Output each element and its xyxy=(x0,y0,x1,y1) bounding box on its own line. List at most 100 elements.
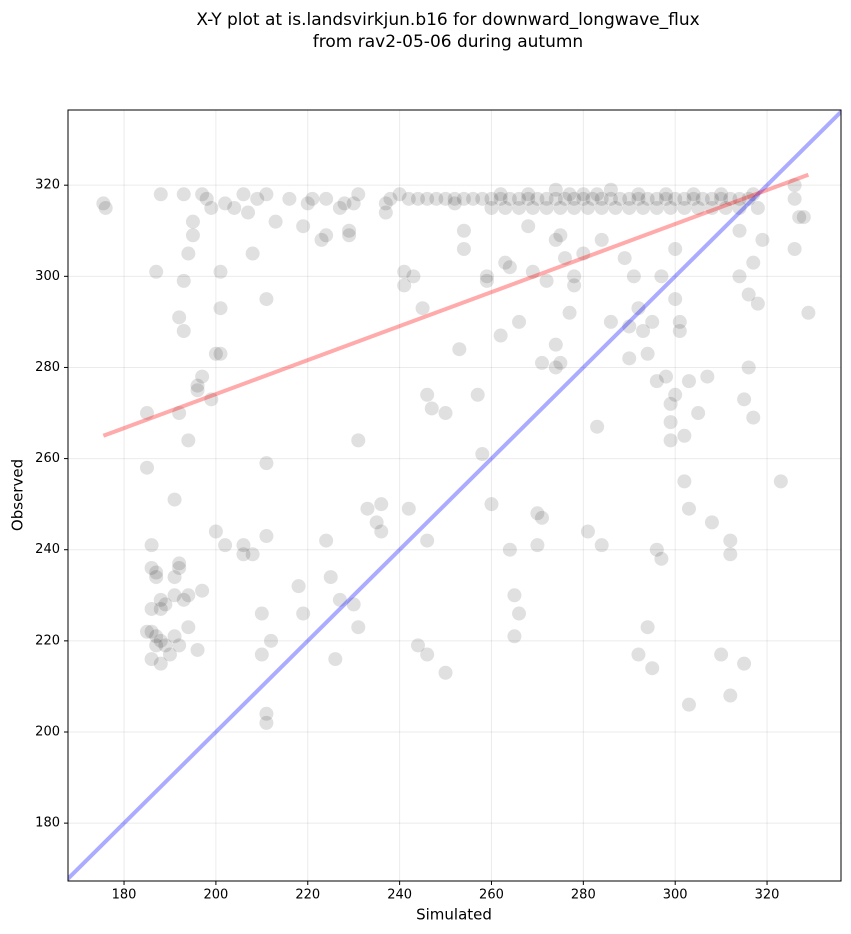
point xyxy=(741,191,756,206)
point xyxy=(259,706,274,721)
y-tick-label: 260 xyxy=(35,451,60,466)
point xyxy=(521,187,536,202)
point xyxy=(149,565,164,580)
point xyxy=(512,606,527,621)
point xyxy=(172,560,187,575)
point xyxy=(525,200,540,215)
x-axis-label: Simulated xyxy=(416,906,492,924)
point xyxy=(732,191,747,206)
point xyxy=(259,292,274,307)
point xyxy=(557,191,572,206)
point xyxy=(534,510,549,525)
point xyxy=(603,182,618,197)
point xyxy=(567,200,582,215)
point xyxy=(245,246,260,261)
point xyxy=(663,200,678,215)
point xyxy=(167,629,182,644)
point xyxy=(291,579,306,594)
point xyxy=(668,241,683,256)
point xyxy=(691,200,706,215)
point xyxy=(681,697,696,712)
point xyxy=(484,200,499,215)
x-tick-label: 180 xyxy=(112,888,137,903)
point xyxy=(773,474,788,489)
point xyxy=(681,501,696,516)
point xyxy=(153,633,168,648)
point xyxy=(502,191,517,206)
point xyxy=(153,187,168,202)
y-tick-label: 180 xyxy=(35,816,60,831)
point xyxy=(259,529,274,544)
point xyxy=(741,360,756,375)
point xyxy=(787,241,802,256)
point xyxy=(410,638,425,653)
point xyxy=(512,191,527,206)
point xyxy=(397,264,412,279)
point xyxy=(213,346,228,361)
point xyxy=(617,251,632,266)
point xyxy=(704,515,719,530)
point xyxy=(622,191,637,206)
point xyxy=(741,287,756,302)
point xyxy=(714,191,729,206)
point xyxy=(484,497,499,512)
point xyxy=(562,187,577,202)
point xyxy=(392,187,407,202)
y-axis-label: Observed xyxy=(9,459,27,531)
point xyxy=(700,369,715,384)
point xyxy=(553,228,568,243)
point xyxy=(714,187,729,202)
point xyxy=(668,387,683,402)
point xyxy=(742,0,756,7)
point xyxy=(695,191,710,206)
point xyxy=(319,191,334,206)
point xyxy=(176,273,191,288)
chart-title: from rav2-05-06 during autumn xyxy=(313,32,583,52)
y-tick-label: 300 xyxy=(35,269,60,284)
point xyxy=(254,647,269,662)
point xyxy=(590,419,605,434)
point xyxy=(801,305,816,320)
point xyxy=(755,232,770,247)
point xyxy=(714,647,729,662)
point xyxy=(732,200,747,215)
point xyxy=(737,392,752,407)
point xyxy=(493,328,508,343)
point xyxy=(723,191,738,206)
point xyxy=(181,620,196,635)
point xyxy=(410,191,425,206)
point xyxy=(603,191,618,206)
point xyxy=(530,506,545,521)
point xyxy=(580,524,595,539)
point xyxy=(548,232,563,247)
point xyxy=(323,570,338,585)
point xyxy=(149,629,164,644)
x-tick-label: 200 xyxy=(203,888,228,903)
point xyxy=(282,191,297,206)
point xyxy=(162,647,177,662)
point xyxy=(631,187,646,202)
point xyxy=(746,255,761,270)
point xyxy=(218,196,233,211)
point xyxy=(259,187,274,202)
point xyxy=(438,191,453,206)
point xyxy=(167,492,182,507)
point xyxy=(139,624,154,639)
point xyxy=(525,264,540,279)
point xyxy=(603,314,618,329)
point xyxy=(195,187,210,202)
point xyxy=(144,652,159,667)
point xyxy=(521,191,536,206)
point xyxy=(580,200,595,215)
point xyxy=(213,301,228,316)
point xyxy=(677,474,692,489)
point xyxy=(626,269,641,284)
point xyxy=(498,200,513,215)
point xyxy=(351,433,366,448)
point xyxy=(176,592,191,607)
point xyxy=(369,515,384,530)
point xyxy=(139,406,154,421)
point xyxy=(190,383,205,398)
plot-frame xyxy=(67,109,842,882)
y-tick-label: 320 xyxy=(35,178,60,193)
